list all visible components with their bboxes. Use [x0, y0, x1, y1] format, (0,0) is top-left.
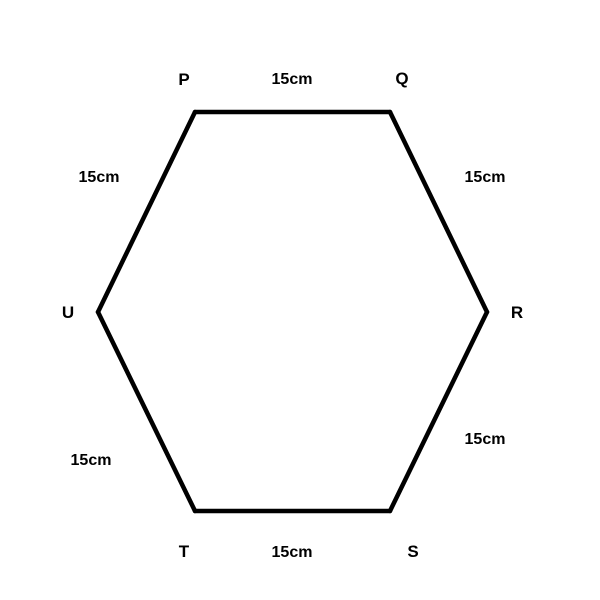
vertex-label-u: U [62, 303, 74, 322]
side-label-pq: 15cm [272, 71, 313, 88]
vertex-label-r: R [511, 303, 523, 322]
edge-tu [95, 309, 198, 514]
edge-rs [387, 309, 490, 514]
side-label-up: 15cm [79, 169, 120, 186]
vertex-label-p: P [178, 70, 189, 89]
vertex-label-q: Q [395, 69, 408, 88]
side-label-st: 15cm [272, 544, 313, 561]
vertex-label-t: T [179, 542, 190, 561]
vertex-label-s: S [407, 542, 418, 561]
edge-up [95, 109, 198, 315]
side-label-qr: 15cm [465, 169, 506, 186]
side-label-tu: 15cm [71, 452, 112, 469]
edge-qr [387, 109, 490, 315]
side-label-rs: 15cm [465, 431, 506, 448]
